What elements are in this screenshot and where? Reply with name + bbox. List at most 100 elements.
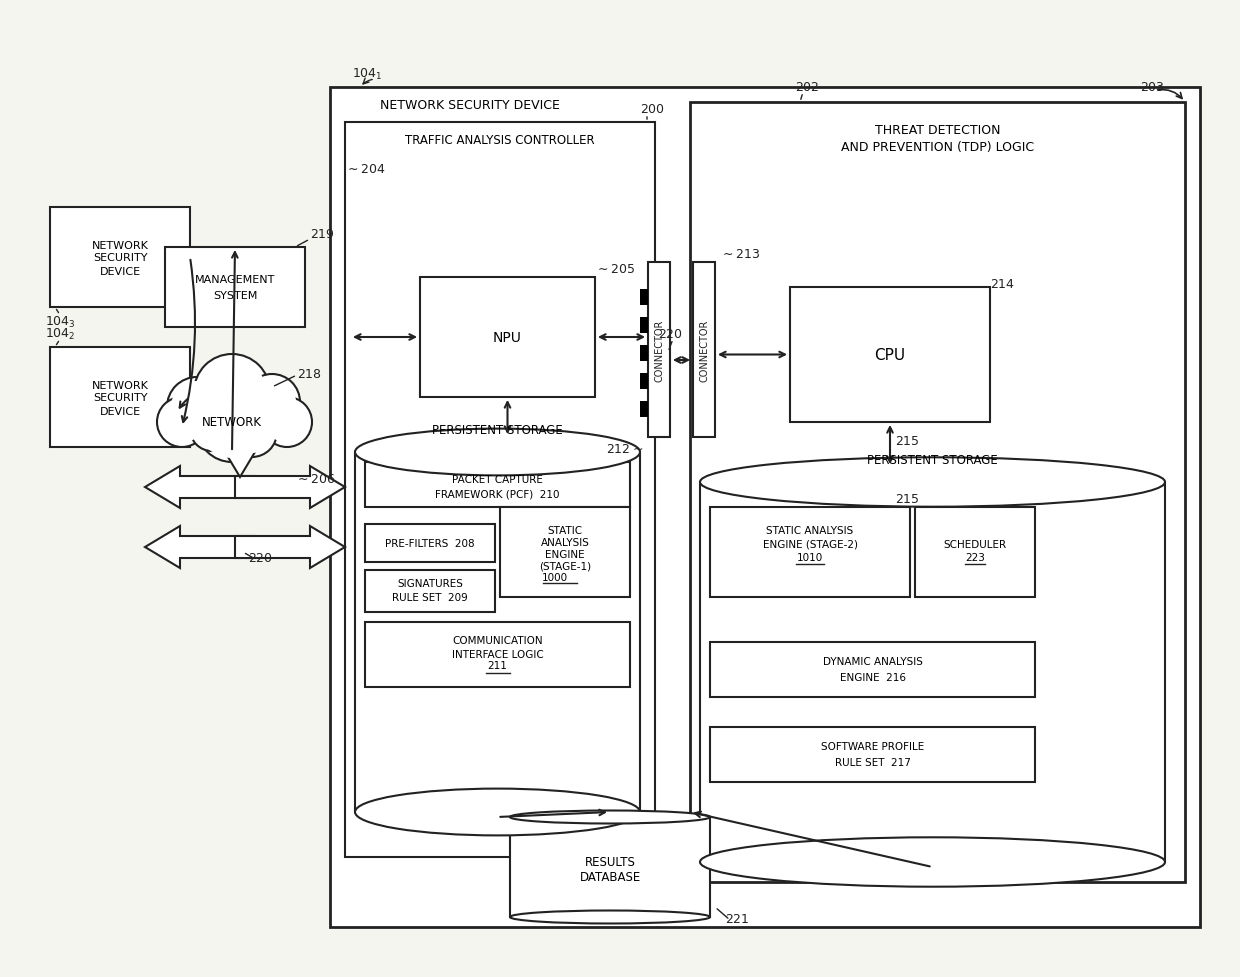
Circle shape — [192, 378, 272, 457]
FancyBboxPatch shape — [500, 507, 630, 597]
Text: 223: 223 — [965, 552, 985, 563]
FancyBboxPatch shape — [365, 525, 495, 563]
Bar — [701, 483, 1166, 862]
FancyBboxPatch shape — [711, 727, 1035, 783]
Text: SIGNATURES: SIGNATURES — [397, 578, 463, 588]
Text: RULE SET  217: RULE SET 217 — [835, 758, 910, 768]
Text: CPU: CPU — [874, 348, 905, 362]
Text: STATIC ANALYSIS: STATIC ANALYSIS — [766, 526, 853, 535]
Text: PRE-FILTERS  208: PRE-FILTERS 208 — [386, 538, 475, 548]
Text: ANALYSIS: ANALYSIS — [541, 537, 589, 547]
Text: $104_1$: $104_1$ — [352, 67, 383, 82]
Text: $220$: $220$ — [248, 551, 273, 565]
Bar — [355, 452, 640, 812]
FancyBboxPatch shape — [649, 263, 670, 438]
Text: $215$: $215$ — [895, 492, 920, 505]
Text: NETWORK: NETWORK — [92, 381, 149, 391]
Text: NETWORK: NETWORK — [202, 416, 262, 429]
Polygon shape — [219, 393, 260, 478]
Text: SECURITY: SECURITY — [93, 253, 148, 263]
Circle shape — [262, 398, 312, 447]
Text: ENGINE: ENGINE — [546, 549, 585, 560]
Text: AND PREVENTION (TDP) LOGIC: AND PREVENTION (TDP) LOGIC — [841, 142, 1034, 154]
Text: $218$: $218$ — [298, 367, 322, 381]
Bar — [640, 402, 649, 417]
Text: PERSISTENT STORAGE: PERSISTENT STORAGE — [432, 424, 563, 437]
FancyBboxPatch shape — [420, 277, 595, 398]
Ellipse shape — [355, 788, 640, 835]
Circle shape — [161, 402, 203, 444]
Bar — [510, 817, 711, 917]
Ellipse shape — [355, 429, 640, 476]
Text: 1000: 1000 — [542, 573, 568, 582]
FancyBboxPatch shape — [345, 123, 655, 857]
Text: DYNAMIC ANALYSIS: DYNAMIC ANALYSIS — [822, 657, 923, 667]
Text: $\sim205$: $\sim205$ — [595, 263, 635, 276]
Text: $\sim213$: $\sim213$ — [720, 248, 760, 261]
Text: $\sim204$: $\sim204$ — [345, 163, 386, 176]
Bar — [640, 290, 649, 306]
Text: $219$: $219$ — [310, 228, 335, 240]
Text: $203$: $203$ — [1140, 81, 1164, 94]
FancyBboxPatch shape — [50, 208, 190, 308]
Text: DATABASE: DATABASE — [579, 871, 641, 883]
Ellipse shape — [510, 811, 711, 824]
Text: $200$: $200$ — [640, 103, 665, 116]
Text: SYSTEM: SYSTEM — [213, 291, 257, 301]
Ellipse shape — [510, 911, 711, 923]
Circle shape — [190, 407, 234, 451]
Circle shape — [267, 402, 308, 444]
Text: SECURITY: SECURITY — [93, 393, 148, 403]
FancyBboxPatch shape — [330, 88, 1200, 927]
Text: CONNECTOR: CONNECTOR — [653, 319, 663, 381]
Circle shape — [201, 397, 263, 458]
FancyBboxPatch shape — [50, 348, 190, 447]
Text: SOFTWARE PROFILE: SOFTWARE PROFILE — [821, 742, 924, 751]
Ellipse shape — [701, 837, 1166, 887]
FancyBboxPatch shape — [790, 287, 990, 423]
Polygon shape — [145, 467, 255, 508]
Text: NPU: NPU — [494, 330, 522, 345]
Circle shape — [227, 407, 277, 457]
Text: NETWORK: NETWORK — [92, 240, 149, 251]
Text: FRAMEWORK (PCF)  210: FRAMEWORK (PCF) 210 — [435, 489, 559, 499]
Text: ENGINE  216: ENGINE 216 — [839, 673, 905, 683]
Circle shape — [248, 379, 296, 427]
FancyBboxPatch shape — [711, 642, 1035, 698]
Bar — [640, 318, 649, 334]
Text: PACKET CAPTURE: PACKET CAPTURE — [453, 475, 543, 485]
Text: NETWORK SECURITY DEVICE: NETWORK SECURITY DEVICE — [379, 100, 560, 112]
Circle shape — [193, 411, 229, 447]
Text: $104_2$: $104_2$ — [45, 326, 76, 342]
Text: TRAFFIC ANALYSIS CONTROLLER: TRAFFIC ANALYSIS CONTROLLER — [405, 135, 595, 148]
Text: RULE SET  209: RULE SET 209 — [392, 592, 467, 603]
Circle shape — [167, 378, 227, 438]
Text: 1010: 1010 — [797, 552, 823, 563]
Text: THREAT DETECTION: THREAT DETECTION — [874, 124, 1001, 138]
FancyBboxPatch shape — [689, 103, 1185, 882]
Text: CONNECTOR: CONNECTOR — [699, 319, 709, 381]
Text: PERSISTENT STORAGE: PERSISTENT STORAGE — [867, 454, 998, 467]
FancyBboxPatch shape — [365, 622, 630, 687]
Text: DEVICE: DEVICE — [99, 267, 140, 276]
Bar — [640, 373, 649, 390]
FancyBboxPatch shape — [711, 507, 910, 597]
Text: $214$: $214$ — [990, 277, 1016, 291]
Text: $221$: $221$ — [725, 913, 750, 925]
Circle shape — [171, 382, 223, 434]
FancyBboxPatch shape — [915, 507, 1035, 597]
FancyBboxPatch shape — [365, 462, 630, 507]
Text: $215$: $215$ — [895, 435, 920, 448]
Text: STATIC: STATIC — [547, 526, 583, 535]
Polygon shape — [145, 527, 255, 569]
FancyBboxPatch shape — [365, 571, 495, 613]
Text: (STAGE-1): (STAGE-1) — [539, 562, 591, 572]
Circle shape — [198, 359, 267, 427]
Text: $220$: $220$ — [658, 327, 683, 341]
Circle shape — [193, 355, 270, 431]
FancyBboxPatch shape — [693, 263, 715, 438]
Text: $202$: $202$ — [795, 81, 820, 94]
Circle shape — [231, 411, 273, 453]
Text: RESULTS: RESULTS — [584, 856, 635, 869]
Polygon shape — [236, 467, 345, 508]
